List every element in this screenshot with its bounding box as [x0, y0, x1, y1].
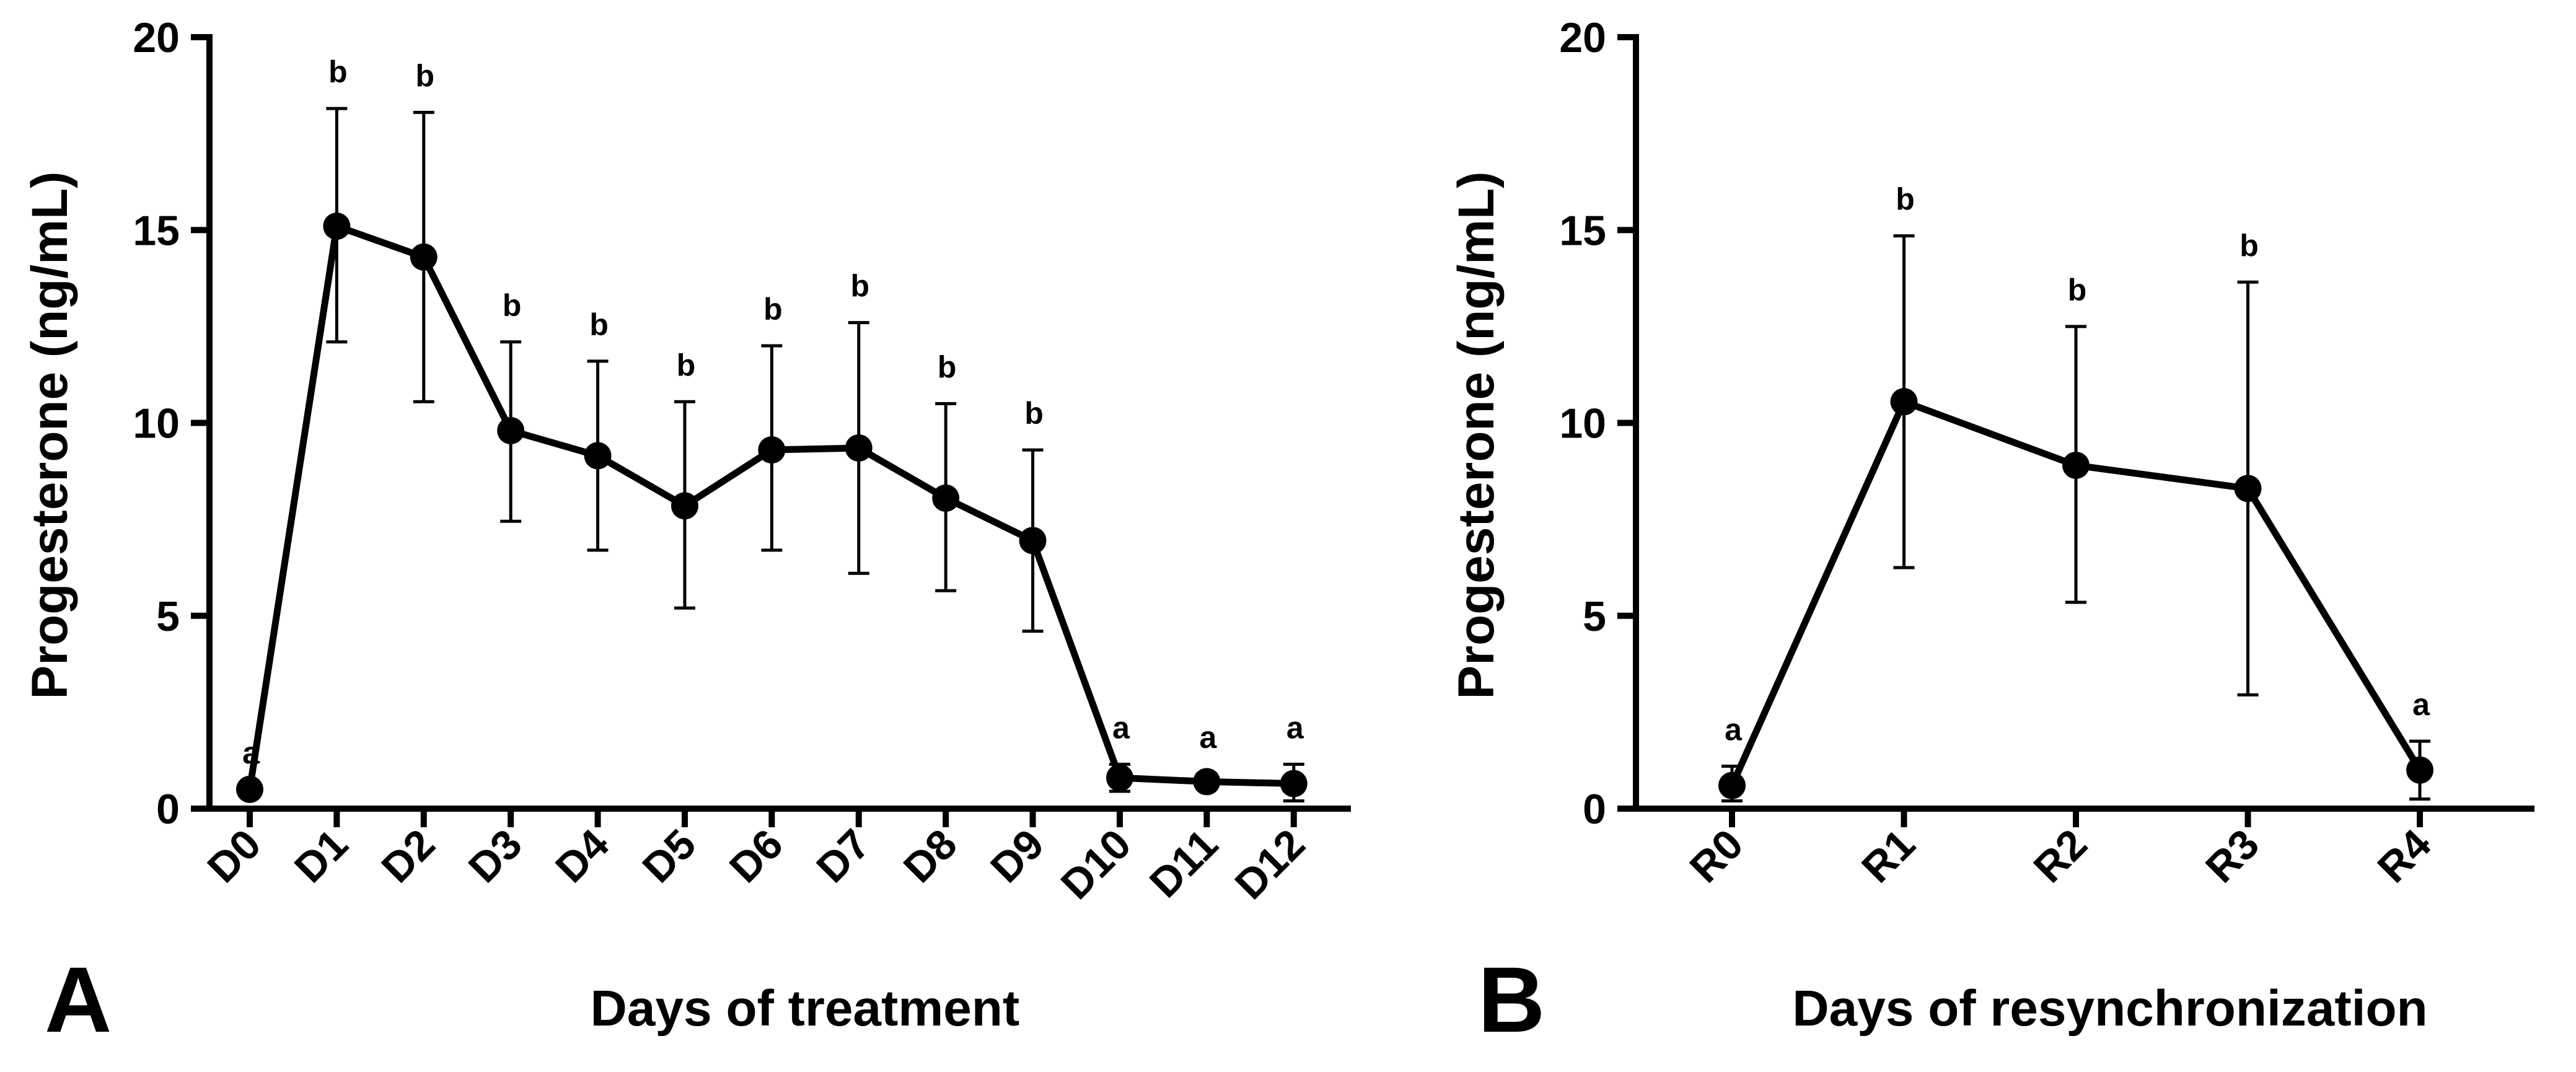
panel-a-x-tick-label: D4 [547, 820, 618, 892]
panel-b-y-ticks: 0 5 10 15 20 [1559, 14, 1636, 833]
panel-a-x-tick-label: D7 [807, 820, 879, 892]
panel-b-data-point-r2 [2062, 451, 2090, 479]
panel-a-y-tick-label: 5 [156, 593, 180, 640]
panel-a-significance-letter: b [503, 288, 522, 323]
panel-a-x-tick-label: D8 [895, 820, 966, 892]
panel-b-significance-letter: b [2068, 273, 2087, 307]
panel-b-y-tick-label: 0 [1583, 786, 1606, 833]
panel-a-significance-letter: b [938, 349, 957, 384]
panel-a-data-point-d5 [671, 492, 698, 520]
panel-b-significance-labels: a b b b a [1725, 182, 2430, 747]
panel-a-points [236, 213, 1308, 803]
panel-a-data-point-d6 [758, 436, 786, 464]
panel-a-x-tick-label: D5 [633, 820, 705, 892]
panel-b-data-point-r4 [2406, 756, 2433, 784]
panel-b-data-point-r0 [1718, 771, 1746, 799]
panel-a-data-point-d0 [236, 775, 263, 803]
panel-b-y-tick-label: 15 [1559, 207, 1606, 254]
panel-b-y-tick-label: 20 [1559, 14, 1606, 61]
panel-b-data-point-r3 [2234, 475, 2262, 503]
panel-b-error-bars [1721, 234, 2430, 803]
panel-b-letter: B [1478, 947, 1545, 1052]
panel-a-x-tick-label: D1 [286, 820, 357, 892]
panel-a-y-tick-label: 0 [156, 786, 180, 833]
panel-b-y-tick-label: 5 [1583, 593, 1606, 640]
panel-b-y-axis-title: Progesterone (ng/mL) [1448, 172, 1505, 700]
panel-a-x-tick-label: D6 [721, 820, 792, 892]
panel-b-significance-letter: a [1725, 713, 1743, 747]
panel-a-y-tick-label: 10 [133, 400, 180, 447]
panel-a-data-point-d2 [410, 243, 437, 271]
panel-b-x-ticks: R0 R1 R2 R3 R4 [1681, 809, 2440, 892]
panel-a-data-point-d8 [932, 484, 960, 512]
panel-a-significance-letter: a [242, 736, 260, 770]
panel-a-data-point-d3 [497, 416, 525, 444]
panel-b-significance-letter: a [2412, 687, 2430, 722]
panel-b-x-tick-label: R3 [2197, 820, 2268, 892]
panel-b-significance-letter: b [2240, 228, 2259, 263]
panel-a-significance-letter: a [1112, 710, 1130, 745]
panel-a-significance-letter: b [763, 292, 783, 327]
panel-a-data-point-d12 [1280, 770, 1308, 797]
panel-a-y-tick-label: 20 [133, 14, 180, 61]
panel-a-data-point-d10 [1106, 764, 1133, 792]
panel-a-letter: A [45, 947, 112, 1052]
panel-a-y-ticks: 0 5 10 15 20 [133, 14, 209, 833]
panel-a-significance-letter: a [1286, 710, 1304, 745]
panel-a-data-point-d7 [845, 434, 873, 462]
panel-b-y-tick-label: 10 [1559, 400, 1606, 447]
panel-a-y-axis-title: Progesterone (ng/mL) [22, 172, 78, 700]
panel-a-x-tick-label: D9 [982, 820, 1053, 892]
panel-a-significance-letter: b [589, 307, 609, 342]
panel-a-data-point-d11 [1193, 768, 1221, 796]
panel-b-x-tick-label: R1 [1853, 820, 1924, 892]
panel-a-error-bars [326, 107, 1304, 803]
panel-a-x-tick-label: D3 [460, 820, 531, 892]
panel-b-data-point-r1 [1890, 388, 1918, 416]
panel-a-x-axis-title: Days of treatment [591, 980, 1020, 1037]
panel-a-data-point-d9 [1019, 527, 1047, 555]
panel-b-x-tick-label: R2 [2024, 820, 2096, 892]
panel-a-significance-letter: b [677, 348, 696, 382]
panel-b-points [1718, 388, 2433, 799]
panel-a-data-point-d1 [323, 213, 351, 240]
panel-b-x-axis-title: Days of resynchronization [1792, 980, 2427, 1037]
panel-b-x-tick-label: R4 [2368, 820, 2440, 892]
panel-a-significance-letter: b [1024, 396, 1044, 431]
panel-a-y-tick-label: 15 [133, 207, 180, 254]
panel-a-x-tick-label: D11 [1141, 820, 1227, 907]
panel-a-x-tick-label: D0 [198, 820, 270, 892]
panel-a-significance-letter: b [416, 58, 435, 93]
panel-a-significance-labels: a b b b b b b b b b a a a [242, 55, 1304, 770]
panel-b-significance-letter: b [1896, 182, 1915, 217]
panel-a-data-point-d4 [584, 442, 612, 470]
panel-b: 0 5 10 15 20 R0 R1 R2 R3 R4 a b b b a Progesterone (… [1448, 14, 2534, 1052]
panel-b-x-tick-label: R0 [1681, 820, 1752, 892]
panel-a-significance-letter: b [328, 55, 348, 89]
panel-a-x-tick-label: D12 [1226, 820, 1314, 908]
panel-a-x-tick-label: D10 [1052, 820, 1140, 908]
panel-a-significance-letter: b [851, 269, 870, 304]
panel-a-x-tick-label: D2 [372, 820, 444, 892]
panel-a-significance-letter: a [1199, 720, 1217, 755]
